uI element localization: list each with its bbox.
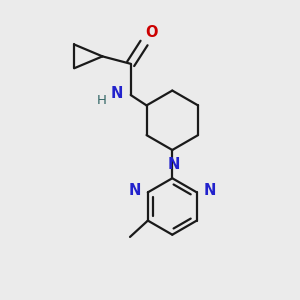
Text: H: H [96, 94, 106, 107]
Text: N: N [203, 183, 216, 198]
Text: N: N [111, 86, 123, 101]
Text: N: N [129, 183, 141, 198]
Text: O: O [146, 25, 158, 40]
Text: N: N [168, 157, 180, 172]
